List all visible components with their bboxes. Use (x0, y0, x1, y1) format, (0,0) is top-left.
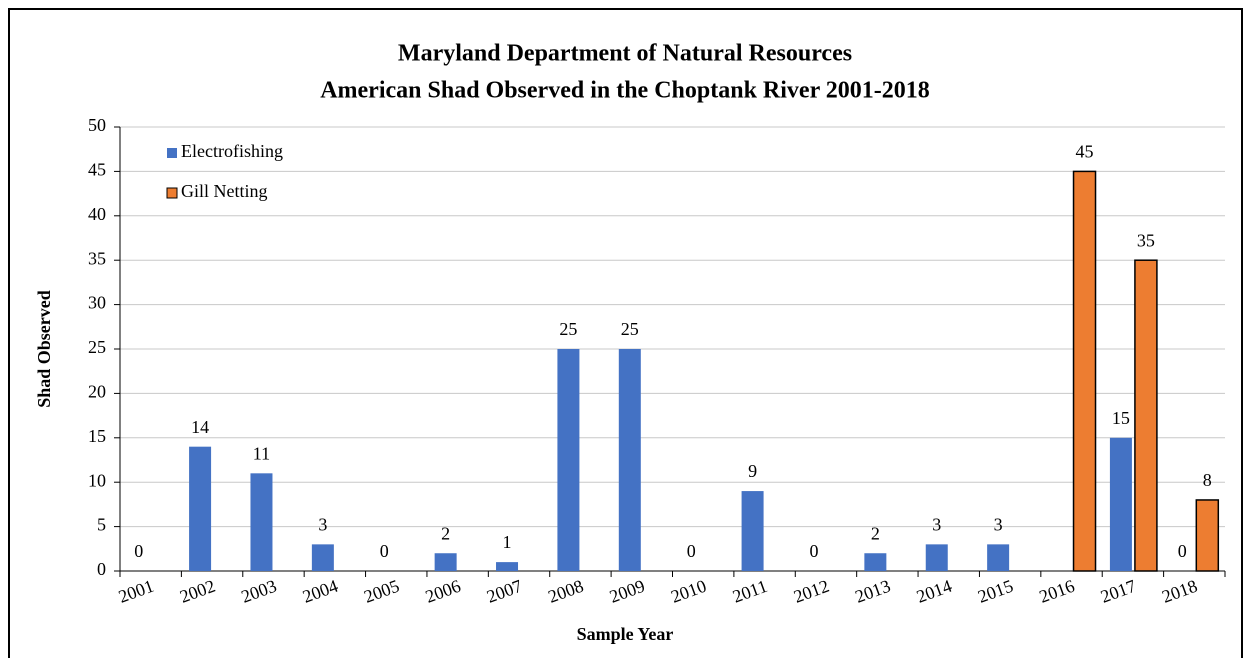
value-label: 2 (441, 523, 450, 543)
value-label: 25 (559, 319, 577, 339)
x-tick-label: 2014 (914, 576, 955, 607)
bar (434, 553, 457, 571)
y-tick-label: 15 (88, 426, 106, 446)
bar (250, 473, 273, 571)
y-tick-label: 45 (88, 160, 106, 180)
value-label: 45 (1076, 142, 1094, 162)
x-tick-label: 2003 (238, 576, 279, 607)
value-label: 0 (809, 541, 818, 561)
x-tick-label: 2002 (177, 576, 218, 607)
x-tick-label: 2012 (791, 576, 832, 607)
bar (189, 446, 212, 571)
value-label: 35 (1137, 230, 1155, 250)
y-tick-label: 30 (88, 293, 106, 313)
legend-label: Electrofishing (181, 141, 283, 161)
bar (864, 553, 887, 571)
value-label: 3 (994, 514, 1003, 534)
value-label: 0 (1178, 541, 1187, 561)
value-label: 1 (503, 532, 512, 552)
value-label: 3 (932, 514, 941, 534)
bar (1072, 170, 1097, 572)
chart-title: American Shad Observed in the Choptank R… (320, 78, 930, 104)
bar (557, 349, 580, 571)
y-tick-label: 20 (88, 382, 106, 402)
x-tick-label: 2011 (730, 576, 770, 607)
x-tick-label: 2008 (545, 576, 586, 607)
x-tick-label: 2010 (668, 576, 709, 607)
value-label: 8 (1203, 470, 1212, 490)
value-label: 9 (748, 461, 757, 481)
bar (311, 544, 334, 571)
bar (1195, 499, 1220, 572)
legend-swatch (167, 148, 177, 158)
frame (8, 8, 1243, 658)
bar (618, 349, 641, 571)
x-tick-label: 2015 (975, 576, 1016, 607)
value-label: 11 (253, 443, 270, 463)
y-tick-label: 5 (97, 515, 106, 535)
x-tick-label: 2013 (852, 576, 893, 607)
x-tick-label: 2006 (423, 576, 464, 607)
x-tick-label: 2017 (1098, 576, 1139, 607)
x-tick-label: 2009 (607, 576, 648, 607)
value-label: 2 (871, 523, 880, 543)
value-label: 0 (687, 541, 696, 561)
y-tick-label: 50 (88, 115, 106, 135)
x-tick-label: 2016 (1037, 576, 1078, 607)
chart-title: Maryland Department of Natural Resources (398, 41, 852, 67)
value-label: 0 (134, 541, 143, 561)
bar (496, 562, 519, 571)
y-tick-label: 35 (88, 248, 106, 268)
bar (1109, 437, 1132, 571)
x-tick-label: 2004 (300, 576, 341, 607)
y-tick-label: 0 (97, 559, 106, 579)
value-label: 14 (191, 417, 209, 437)
x-tick-label: 2001 (116, 576, 157, 607)
bar (987, 544, 1010, 571)
y-tick-label: 40 (88, 204, 106, 224)
bar (925, 544, 948, 571)
x-tick-label: 2018 (1159, 576, 1200, 607)
y-tick-label: 25 (88, 337, 106, 357)
x-axis-title: Sample Year (577, 624, 674, 644)
legend-label: Gill Netting (181, 181, 268, 201)
x-tick-label: 2007 (484, 576, 525, 607)
bar (741, 491, 764, 571)
y-axis-title: Shad Observed (34, 290, 54, 408)
legend-swatch (166, 187, 178, 199)
bar (1134, 259, 1158, 572)
y-tick-label: 10 (88, 470, 106, 490)
value-label: 3 (318, 514, 327, 534)
value-label: 0 (380, 541, 389, 561)
value-label: 25 (621, 319, 639, 339)
value-label: 15 (1112, 408, 1130, 428)
x-tick-label: 2005 (361, 576, 402, 607)
